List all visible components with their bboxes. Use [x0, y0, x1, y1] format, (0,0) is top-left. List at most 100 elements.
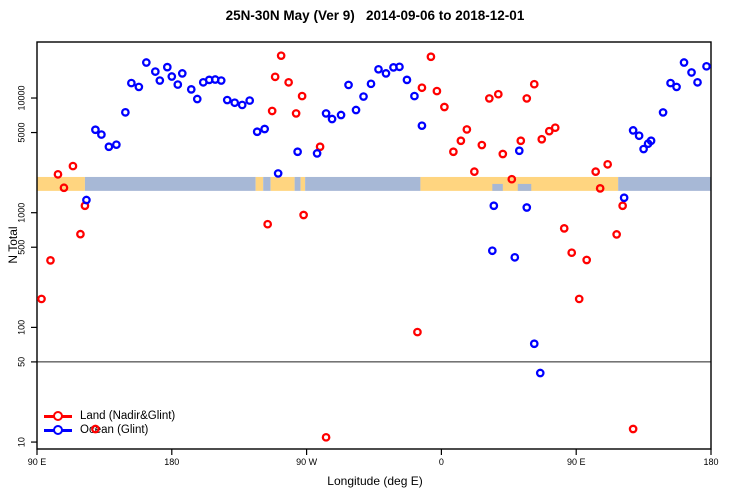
data-point-land — [263, 219, 273, 229]
data-point-ocean — [522, 203, 532, 212]
data-point-ocean — [395, 62, 404, 72]
y-tick-label: 500 — [16, 240, 26, 255]
data-point-ocean — [112, 140, 121, 150]
data-point-land — [628, 424, 638, 434]
data-point-land — [299, 210, 308, 220]
y-tick-label: 100 — [16, 320, 26, 335]
data-point-land — [291, 109, 301, 118]
data-point-ocean — [639, 144, 648, 154]
legend-label-land: Land (Nadir&Glint) — [80, 410, 176, 422]
data-point-land — [284, 77, 293, 87]
data-point-ocean — [529, 339, 539, 349]
map-band-segment-land — [37, 176, 85, 191]
data-point-ocean — [535, 368, 545, 378]
map-band-segment-land — [270, 176, 295, 191]
data-point-ocean — [646, 136, 656, 146]
data-point-land — [270, 72, 280, 82]
legend-label-ocean: Ocean (Glint) — [80, 424, 149, 436]
ocean-legend-marker-icon — [44, 423, 72, 437]
data-point-ocean — [628, 126, 638, 135]
map-band-segment-land — [300, 176, 306, 191]
data-point-ocean — [104, 142, 114, 152]
data-point-ocean — [216, 76, 226, 85]
x-tick-label: 90 E — [567, 457, 586, 467]
data-point-land — [477, 140, 487, 150]
data-point-land — [321, 432, 331, 442]
data-point-ocean — [141, 58, 151, 67]
data-point-ocean — [487, 246, 497, 256]
data-point-ocean — [127, 78, 136, 88]
data-point-ocean — [417, 121, 427, 131]
data-point-ocean — [687, 68, 696, 77]
x-axis-label: Longitude (deg E) — [327, 474, 423, 488]
data-point-ocean — [381, 69, 391, 78]
data-point-land — [507, 174, 517, 184]
data-point-ocean — [97, 130, 106, 139]
data-point-ocean — [489, 201, 499, 211]
x-tick-label: 180 — [703, 457, 718, 467]
data-point-land — [59, 183, 69, 193]
data-point-land — [591, 167, 601, 177]
y-tick-label: 50 — [16, 357, 26, 367]
data-point-ocean — [410, 91, 419, 101]
plot-frame — [36, 41, 712, 450]
data-point-ocean — [237, 100, 247, 110]
ocean-legend-ring-icon — [53, 425, 63, 435]
data-point-ocean — [312, 149, 322, 158]
data-point-land — [595, 184, 605, 193]
map-band-segment-ocean — [294, 176, 301, 191]
data-point-land — [426, 52, 436, 62]
data-point-ocean — [321, 109, 331, 118]
data-point-land — [449, 147, 458, 157]
data-point-ocean — [344, 80, 353, 90]
data-point-ocean — [245, 96, 255, 105]
data-point-ocean — [634, 131, 644, 141]
data-point-land — [574, 294, 584, 304]
map-band-segment-ocean — [84, 176, 256, 191]
data-point-land — [267, 106, 277, 116]
data-point-ocean — [186, 85, 196, 94]
data-point-ocean — [222, 95, 232, 105]
legend-item-ocean: Ocean (Glint) — [44, 423, 175, 437]
data-point-ocean — [336, 110, 346, 120]
map-band-segment-ocean — [618, 176, 711, 191]
data-point-land — [91, 424, 100, 434]
map-band-ocean-notch — [492, 183, 503, 191]
data-point-land — [413, 327, 422, 337]
x-tick-label: 90 E — [28, 457, 47, 467]
data-point-land — [550, 123, 560, 133]
data-point-land — [456, 136, 466, 146]
data-point-land — [440, 102, 449, 112]
data-point-land — [470, 167, 479, 177]
data-point-ocean — [177, 69, 187, 78]
data-point-ocean — [273, 169, 283, 178]
land-legend-ring-icon — [53, 411, 63, 421]
data-point-ocean — [293, 147, 302, 157]
data-point-land — [612, 230, 621, 239]
chart-title: 25N-30N May (Ver 9) 2014-09-06 to 2018-1… — [225, 8, 525, 23]
x-tick-label: 0 — [439, 457, 444, 467]
legend-item-land: Land (Nadir&Glint) — [44, 409, 175, 423]
data-point-ocean — [702, 61, 711, 71]
data-point-ocean — [510, 253, 520, 262]
data-point-land — [417, 83, 427, 93]
data-point-ocean — [134, 82, 144, 92]
data-point-ocean — [192, 94, 202, 104]
data-point-land — [68, 161, 78, 171]
data-point-ocean — [402, 75, 412, 85]
data-point-ocean — [366, 79, 376, 89]
data-point-land — [46, 256, 55, 265]
data-point-ocean — [167, 72, 177, 81]
data-point-ocean — [150, 67, 160, 76]
data-point-ocean — [672, 82, 681, 92]
data-point-ocean — [260, 124, 270, 134]
data-point-ocean — [619, 193, 629, 203]
data-point-land — [516, 136, 526, 146]
data-point-land — [53, 170, 63, 179]
data-point-ocean — [374, 64, 383, 74]
data-point-ocean — [693, 77, 702, 87]
data-point-ocean — [351, 105, 361, 115]
data-point-land — [432, 86, 442, 96]
